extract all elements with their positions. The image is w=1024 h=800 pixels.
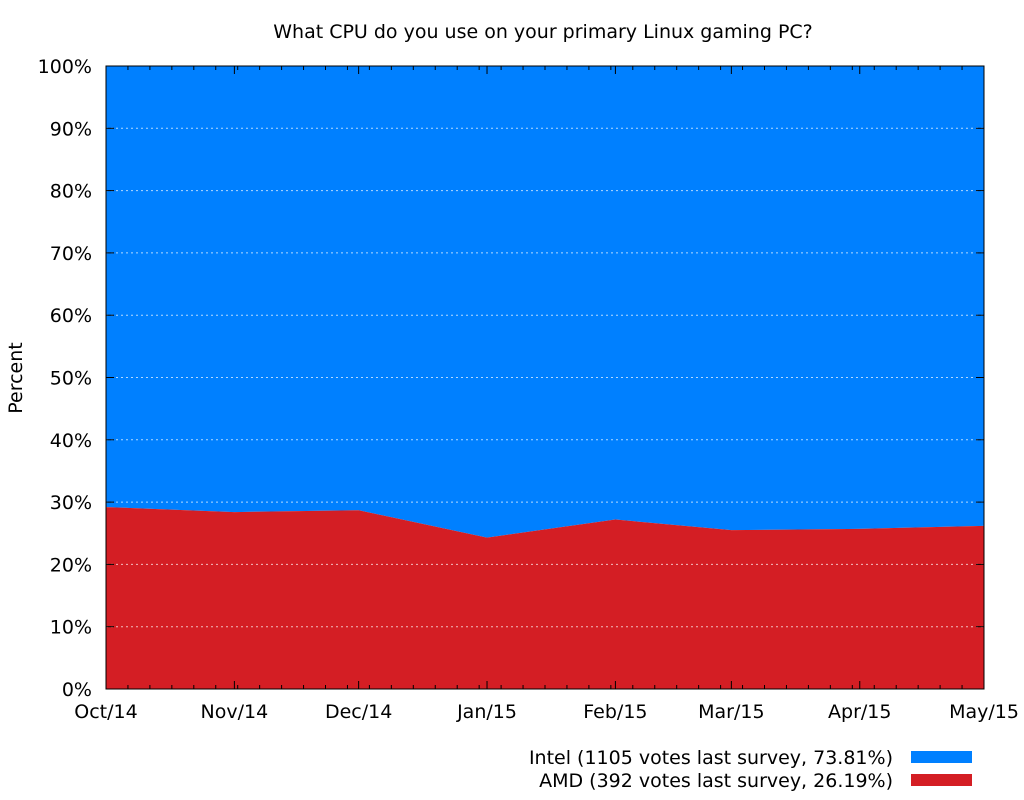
y-tick-label-5: 50% xyxy=(50,368,92,390)
x-tick-label-5: Mar/15 xyxy=(698,701,764,723)
y-tick-label-8: 80% xyxy=(50,181,92,203)
y-tick-label-10: 100% xyxy=(38,56,92,78)
y-tick-label-2: 20% xyxy=(50,554,92,576)
y-axis-label: Percent xyxy=(5,342,27,414)
intel-area xyxy=(106,66,984,538)
x-tick-label-3: Jan/15 xyxy=(456,701,517,723)
legend-swatch-1 xyxy=(911,774,972,786)
x-tick-label-1: Nov/14 xyxy=(201,701,269,723)
grid-lines xyxy=(106,127,984,628)
plot-frame xyxy=(105,65,985,690)
y-tick-label-1: 10% xyxy=(50,617,92,639)
y-tick-label-7: 70% xyxy=(50,243,92,265)
y-tick-labels: 0% 10% 20% 30% 40% 50% 60% 70% 80% 90% 100% xyxy=(38,56,92,701)
x-tick-label-2: Dec/14 xyxy=(325,701,392,723)
x-tick-label-7: May/15 xyxy=(949,701,1019,723)
y-tick-label-6: 60% xyxy=(50,305,92,327)
x-tick-label-6: Apr/15 xyxy=(828,701,891,723)
plot-areas xyxy=(106,66,984,689)
y-tick-label-0: 0% xyxy=(62,679,92,701)
legend-label-1: AMD (392 votes last survey, 26.19%) xyxy=(539,770,893,792)
x-tick-label-4: Feb/15 xyxy=(583,701,647,723)
legend-swatch-0 xyxy=(911,751,972,763)
y-tick-label-4: 40% xyxy=(50,430,92,452)
legend: Intel (1105 votes last survey, 73.81%)AM… xyxy=(529,747,972,792)
x-tick-label-0: Oct/14 xyxy=(74,701,137,723)
chart-title: What CPU do you use on your primary Linu… xyxy=(273,21,813,43)
legend-label-0: Intel (1105 votes last survey, 73.81%) xyxy=(529,747,893,769)
amd-area xyxy=(106,507,984,689)
x-tick-labels: Oct/14 Nov/14 Dec/14 Jan/15 Feb/15 Mar/15 Apr/… xyxy=(74,701,1019,723)
y-tick-label-9: 90% xyxy=(50,118,92,140)
y-tick-label-3: 30% xyxy=(50,492,92,514)
